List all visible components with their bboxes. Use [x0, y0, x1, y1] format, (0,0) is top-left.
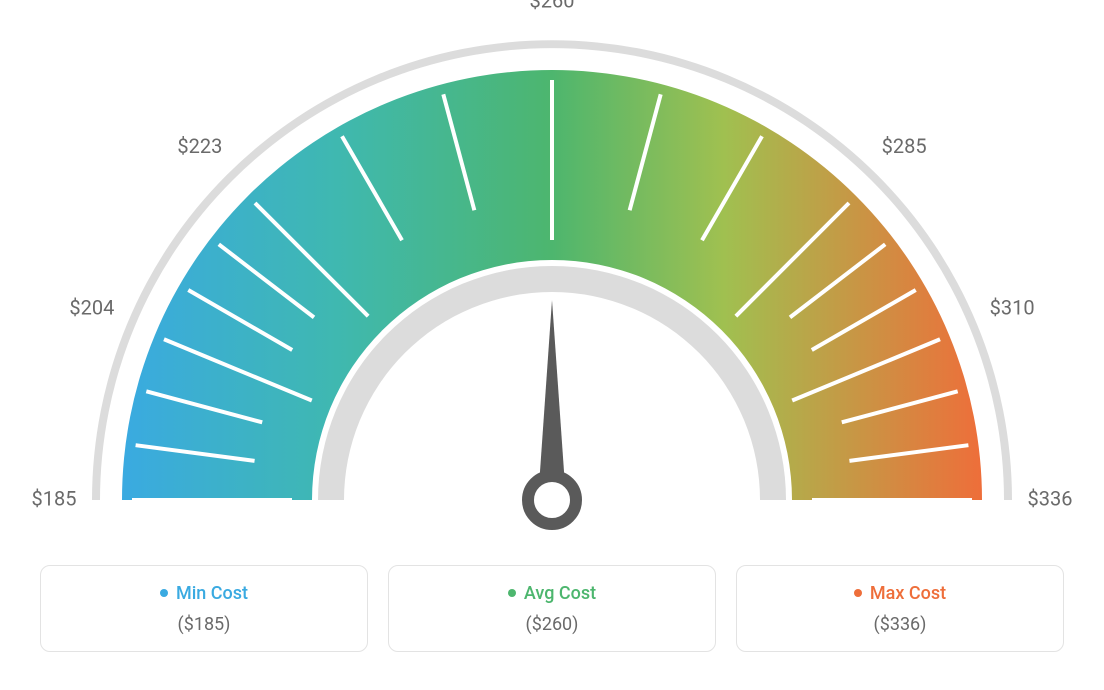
gauge-needle-hub	[528, 476, 576, 524]
min-cost-value: ($185)	[61, 614, 347, 635]
min-dot-icon	[160, 589, 168, 597]
avg-cost-title: Avg Cost	[508, 583, 596, 604]
gauge-tick-label: $336	[1028, 486, 1073, 510]
gauge-tick-label: $204	[69, 296, 114, 320]
avg-cost-label: Avg Cost	[524, 583, 596, 604]
max-cost-label: Max Cost	[870, 583, 946, 604]
gauge-svg: $185 $204 $223 $260 $285 $310 $336	[0, 0, 1104, 560]
avg-cost-value: ($260)	[409, 614, 695, 635]
gauge-tick-label: $185	[32, 486, 77, 510]
min-cost-card: Min Cost ($185)	[40, 565, 368, 652]
gauge-tick-label: $285	[882, 134, 927, 158]
gauge-tick-label: $260	[530, 0, 575, 12]
max-cost-card: Max Cost ($336)	[736, 565, 1064, 652]
max-dot-icon	[854, 589, 862, 597]
gauge-tick-label: $223	[177, 134, 222, 158]
cost-cards-row: Min Cost ($185) Avg Cost ($260) Max Cost…	[0, 565, 1104, 652]
avg-dot-icon	[508, 589, 516, 597]
gauge-tick-label: $310	[990, 296, 1035, 320]
max-cost-value: ($336)	[757, 614, 1043, 635]
max-cost-title: Max Cost	[854, 583, 946, 604]
cost-gauge: $185 $204 $223 $260 $285 $310 $336	[0, 0, 1104, 560]
min-cost-label: Min Cost	[176, 583, 248, 604]
avg-cost-card: Avg Cost ($260)	[388, 565, 716, 652]
min-cost-title: Min Cost	[160, 583, 248, 604]
